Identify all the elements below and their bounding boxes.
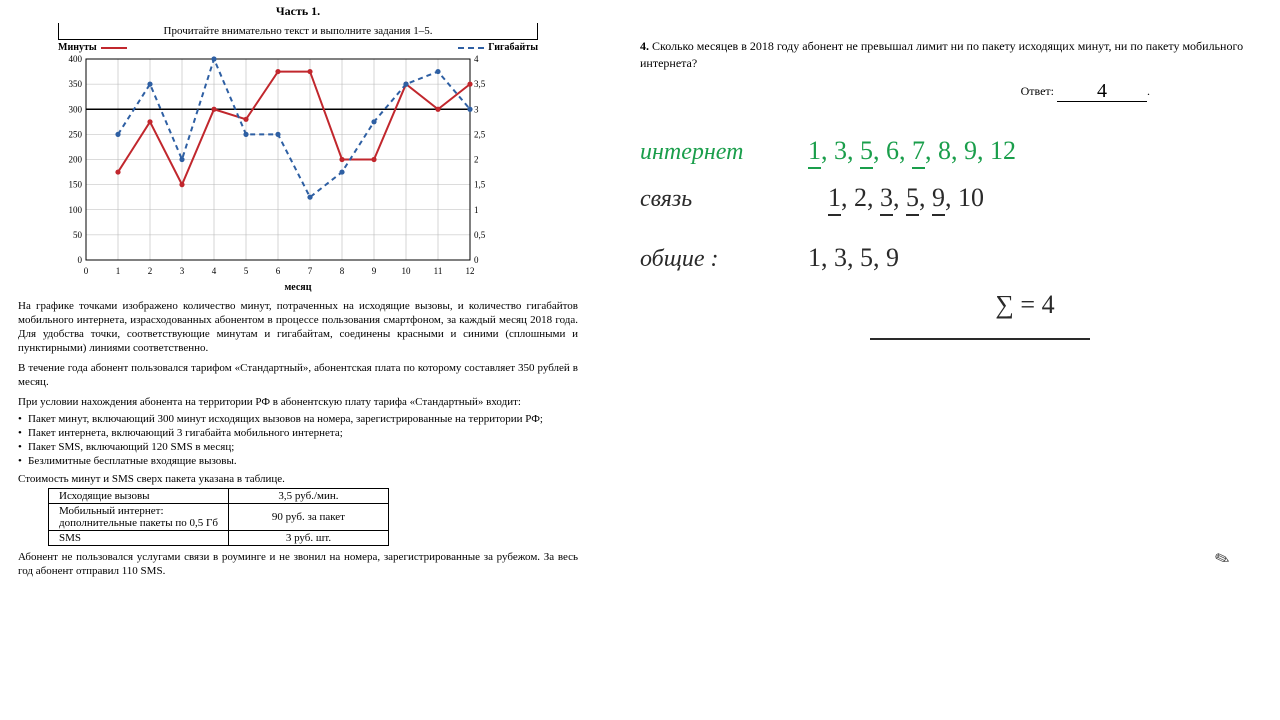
part-title: Часть 1. <box>18 4 578 19</box>
svg-text:12: 12 <box>466 266 475 276</box>
svg-text:200: 200 <box>69 155 83 165</box>
note-row-calls: связь 1, 2, 3, 5, 9, 10 <box>640 177 1250 219</box>
bullet-item: Пакет SMS, включающий 120 SMS в месяц; <box>18 440 578 454</box>
paragraph-2: В течение года абонент пользовался тариф… <box>18 361 578 389</box>
svg-text:3: 3 <box>474 104 479 114</box>
note-label-internet: интернет <box>640 133 790 171</box>
instruction: Прочитайте внимательно текст и выполните… <box>58 23 538 40</box>
svg-text:150: 150 <box>69 180 83 190</box>
pen-cursor-icon: ✎ <box>1212 547 1233 572</box>
note-values-internet: 1, 3, 5, 6, 7, 8, 9, 12 <box>808 130 1016 172</box>
svg-text:2: 2 <box>474 155 479 165</box>
right-column: 4. Сколько месяцев в 2018 году абонент н… <box>590 0 1280 720</box>
legend-line-blue <box>458 47 484 49</box>
bullet-item: Пакет интернета, включающий 3 гигабайта … <box>18 426 578 440</box>
svg-text:1: 1 <box>116 266 121 276</box>
svg-text:0: 0 <box>84 266 89 276</box>
legend-line-red <box>101 47 127 49</box>
paragraph-5: Абонент не пользовался услугами связи в … <box>18 550 578 578</box>
handwritten-notes: интернет 1, 3, 5, 6, 7, 8, 9, 12 связь 1… <box>640 130 1250 340</box>
table-cell: 90 руб. за пакет <box>228 503 388 530</box>
svg-text:0: 0 <box>474 255 479 265</box>
table-cell: Мобильный интернет: дополнительные пакет… <box>49 503 229 530</box>
svg-text:8: 8 <box>340 266 345 276</box>
svg-text:6: 6 <box>276 266 281 276</box>
answer-value: 4 <box>1097 80 1107 102</box>
table-cell: SMS <box>49 530 229 545</box>
svg-text:3,5: 3,5 <box>474 79 486 89</box>
svg-text:10: 10 <box>402 266 412 276</box>
svg-text:3: 3 <box>180 266 185 276</box>
table-cell: 3 руб. шт. <box>228 530 388 545</box>
line-chart: 05010015020025030035040000,511,522,533,5… <box>48 53 508 278</box>
note-row-internet: интернет 1, 3, 5, 6, 7, 8, 9, 12 <box>640 130 1250 172</box>
table-cell: Исходящие вызовы <box>49 488 229 503</box>
paragraph-3: При условии нахождения абонента на терри… <box>18 395 578 409</box>
answer-label: Ответ: <box>1021 84 1054 98</box>
note-sum: ∑ = 4 <box>995 284 1054 326</box>
svg-text:11: 11 <box>434 266 443 276</box>
svg-text:250: 250 <box>69 129 83 139</box>
note-label-common: общие : <box>640 240 790 278</box>
bullet-list: Пакет минут, включающий 300 минут исходя… <box>18 412 578 468</box>
svg-text:5: 5 <box>244 266 249 276</box>
price-table: Исходящие вызовы3,5 руб./мин.Мобильный и… <box>48 488 389 546</box>
legend-minutes: Минуты <box>58 42 127 53</box>
question-text: Сколько месяцев в 2018 году абонент не п… <box>640 39 1243 70</box>
svg-text:4: 4 <box>474 54 479 64</box>
note-row-sum: ∑ = 4 <box>640 284 1250 326</box>
note-row-common: общие : 1, 3, 5, 9 <box>640 237 1250 279</box>
chart-block: Минуты Гигабайты 05010015020025030035040… <box>18 42 578 293</box>
legend-gigabytes-label: Гигабайты <box>488 42 538 53</box>
svg-text:1: 1 <box>474 205 479 215</box>
note-underline <box>870 338 1090 340</box>
svg-text:0,5: 0,5 <box>474 230 486 240</box>
answer-blank: 4 <box>1057 78 1147 102</box>
note-values-common: 1, 3, 5, 9 <box>808 237 899 279</box>
svg-text:400: 400 <box>69 54 83 64</box>
note-label-calls: связь <box>640 180 790 218</box>
svg-text:2,5: 2,5 <box>474 129 486 139</box>
svg-text:0: 0 <box>78 255 83 265</box>
note-values-calls: 1, 2, 3, 5, 9, 10 <box>808 177 984 219</box>
svg-text:1,5: 1,5 <box>474 180 486 190</box>
paragraph-1: На графике точками изображено количество… <box>18 299 578 355</box>
svg-text:9: 9 <box>372 266 377 276</box>
svg-text:7: 7 <box>308 266 313 276</box>
bullet-item: Пакет минут, включающий 300 минут исходя… <box>18 412 578 426</box>
svg-text:50: 50 <box>73 230 83 240</box>
table-cell: 3,5 руб./мин. <box>228 488 388 503</box>
bullet-item: Безлимитные бесплатные входящие вызовы. <box>18 454 578 468</box>
paragraph-4: Стоимость минут и SMS сверх пакета указа… <box>18 472 578 486</box>
svg-text:300: 300 <box>69 104 83 114</box>
x-axis-title: месяц <box>48 282 548 293</box>
question-4: 4. Сколько месяцев в 2018 году абонент н… <box>640 38 1250 72</box>
legend-gigabytes: Гигабайты <box>458 42 538 53</box>
legend-minutes-label: Минуты <box>58 42 97 53</box>
svg-text:100: 100 <box>69 205 83 215</box>
left-column: Часть 1. Прочитайте внимательно текст и … <box>0 0 590 720</box>
answer-line: Ответ: 4 . <box>640 78 1250 102</box>
svg-text:4: 4 <box>212 266 217 276</box>
svg-text:350: 350 <box>69 79 83 89</box>
svg-text:2: 2 <box>148 266 153 276</box>
question-number: 4. <box>640 39 649 53</box>
